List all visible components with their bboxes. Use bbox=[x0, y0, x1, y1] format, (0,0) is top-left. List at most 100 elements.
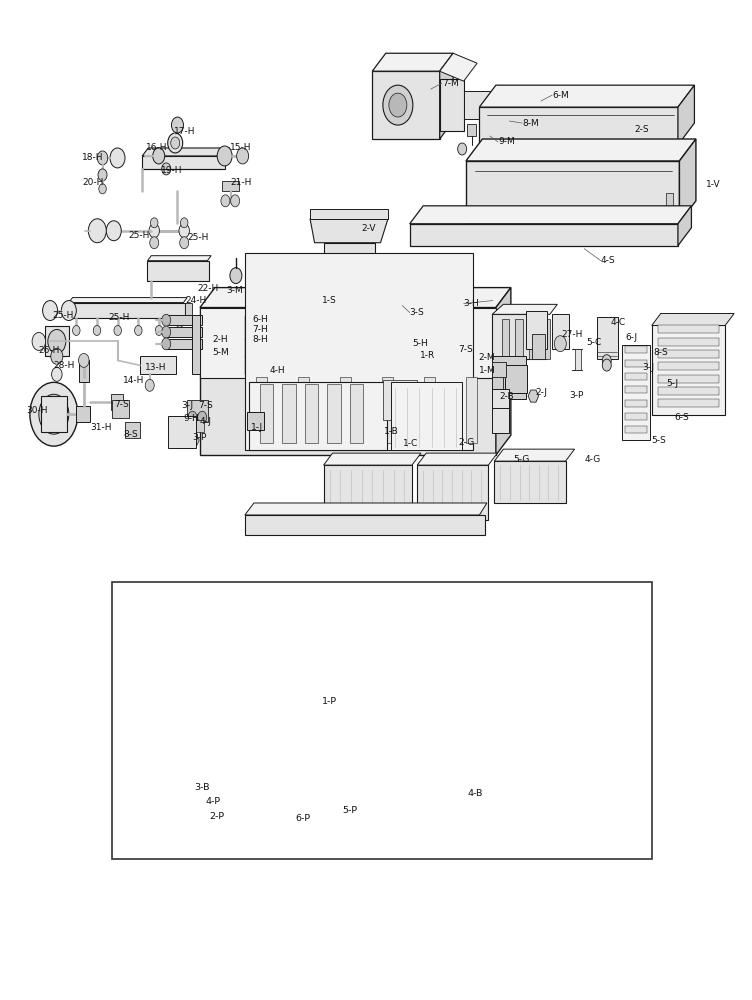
Bar bbox=[625, 426, 647, 433]
Bar bbox=[658, 325, 719, 333]
Polygon shape bbox=[479, 85, 694, 107]
Bar bbox=[384, 380, 417, 420]
Bar bbox=[41, 396, 67, 432]
Circle shape bbox=[150, 237, 159, 249]
Bar bbox=[270, 698, 274, 701]
Text: 30-H: 30-H bbox=[26, 406, 47, 415]
Bar bbox=[658, 350, 719, 358]
Polygon shape bbox=[320, 642, 339, 650]
Circle shape bbox=[466, 753, 478, 769]
Polygon shape bbox=[680, 139, 696, 223]
Bar bbox=[245, 362, 455, 368]
Text: 21-H: 21-H bbox=[230, 178, 251, 187]
Text: 7-S: 7-S bbox=[114, 400, 129, 409]
Bar bbox=[245, 322, 455, 328]
Bar bbox=[250, 698, 253, 701]
Polygon shape bbox=[410, 206, 691, 224]
Circle shape bbox=[602, 355, 611, 367]
Text: 2-V: 2-V bbox=[361, 224, 375, 233]
Bar bbox=[147, 261, 209, 281]
Bar bbox=[245, 356, 455, 362]
Bar bbox=[245, 345, 455, 351]
Circle shape bbox=[230, 268, 242, 284]
Bar bbox=[245, 328, 455, 334]
Circle shape bbox=[554, 336, 566, 352]
Text: 7-M: 7-M bbox=[442, 79, 459, 88]
Text: 3-P: 3-P bbox=[193, 433, 207, 442]
Text: 4-P: 4-P bbox=[205, 797, 220, 806]
Bar bbox=[141, 698, 145, 701]
Text: 31-H: 31-H bbox=[89, 423, 111, 432]
Text: 25-H: 25-H bbox=[53, 311, 74, 320]
Text: 3-H: 3-H bbox=[464, 299, 480, 308]
Bar bbox=[111, 394, 123, 410]
Bar bbox=[245, 253, 474, 450]
Bar bbox=[468, 124, 477, 136]
Bar bbox=[625, 346, 647, 353]
Bar bbox=[499, 100, 513, 114]
Circle shape bbox=[267, 282, 290, 314]
Bar bbox=[256, 377, 268, 443]
Polygon shape bbox=[200, 288, 511, 308]
Text: 26-H: 26-H bbox=[39, 346, 60, 355]
Bar bbox=[263, 698, 267, 701]
Bar bbox=[166, 327, 202, 337]
Circle shape bbox=[180, 237, 189, 249]
Circle shape bbox=[392, 388, 410, 412]
Text: 2-G: 2-G bbox=[459, 438, 475, 447]
Text: 6-M: 6-M bbox=[552, 91, 569, 100]
Bar bbox=[246, 668, 265, 687]
Circle shape bbox=[383, 85, 413, 125]
Text: 27-H: 27-H bbox=[562, 330, 584, 339]
Polygon shape bbox=[678, 85, 694, 145]
Bar bbox=[142, 156, 225, 169]
Bar bbox=[202, 698, 206, 701]
Polygon shape bbox=[372, 53, 453, 71]
Bar bbox=[550, 729, 569, 791]
Text: 3-M: 3-M bbox=[226, 286, 243, 295]
Bar bbox=[168, 698, 172, 701]
Bar bbox=[245, 351, 455, 357]
Text: 3-J: 3-J bbox=[181, 401, 193, 410]
Bar bbox=[494, 461, 566, 503]
Bar bbox=[305, 384, 318, 443]
Bar bbox=[243, 698, 247, 701]
Bar bbox=[658, 399, 719, 407]
Bar bbox=[542, 319, 550, 359]
Polygon shape bbox=[652, 314, 734, 325]
Polygon shape bbox=[323, 453, 421, 465]
Circle shape bbox=[389, 93, 407, 117]
Bar bbox=[440, 79, 464, 131]
Bar bbox=[260, 384, 274, 443]
Circle shape bbox=[221, 195, 230, 207]
Bar bbox=[282, 384, 296, 443]
Text: 3-B: 3-B bbox=[194, 783, 210, 792]
Polygon shape bbox=[528, 390, 538, 402]
Circle shape bbox=[602, 359, 611, 371]
Bar bbox=[505, 365, 527, 393]
Text: 1-V: 1-V bbox=[705, 180, 720, 189]
Bar bbox=[256, 698, 260, 701]
Text: 4-B: 4-B bbox=[468, 789, 483, 798]
Bar bbox=[223, 698, 226, 701]
Bar bbox=[666, 193, 674, 213]
Bar bbox=[128, 698, 132, 701]
Text: 25-H: 25-H bbox=[187, 233, 208, 242]
Bar bbox=[245, 368, 455, 374]
Text: 1-C: 1-C bbox=[403, 439, 418, 448]
Bar bbox=[327, 384, 341, 443]
Text: 6-P: 6-P bbox=[296, 814, 311, 823]
Text: 2-S: 2-S bbox=[635, 125, 649, 134]
Circle shape bbox=[162, 338, 171, 350]
Polygon shape bbox=[678, 206, 691, 246]
Circle shape bbox=[149, 224, 159, 238]
Text: 6-J: 6-J bbox=[626, 333, 638, 342]
Text: 5-J: 5-J bbox=[667, 379, 679, 388]
Text: 1-B: 1-B bbox=[384, 427, 399, 436]
Circle shape bbox=[32, 332, 46, 350]
Circle shape bbox=[93, 325, 101, 335]
Bar bbox=[245, 334, 455, 340]
Text: 24-H: 24-H bbox=[185, 296, 206, 305]
Text: 4-J: 4-J bbox=[200, 417, 212, 426]
Bar bbox=[320, 650, 332, 839]
